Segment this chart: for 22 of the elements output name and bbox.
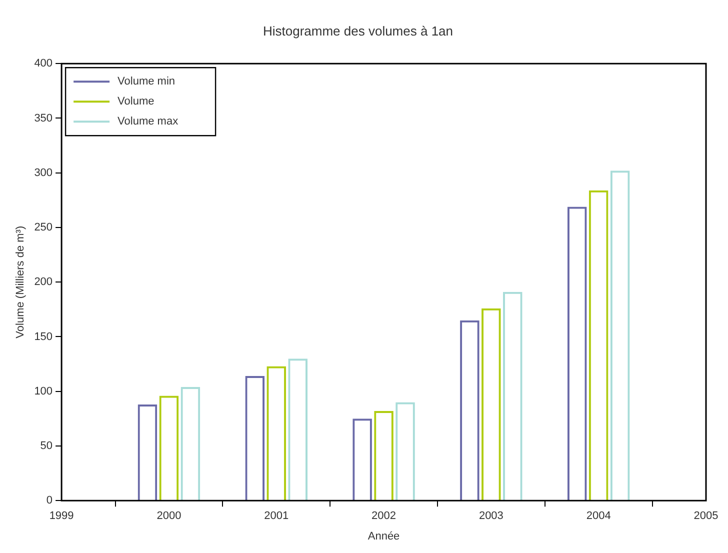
x-tick-label: 1999 [49, 510, 74, 522]
x-tick-label: 2001 [264, 510, 289, 522]
y-tick-label: 100 [34, 385, 53, 398]
y-tick-label: 400 [34, 58, 53, 70]
y-tick-label: 200 [34, 276, 53, 288]
y-tick-label: 150 [34, 330, 53, 343]
x-axis-title: Année [368, 530, 400, 542]
y-tick-label: 50 [40, 440, 53, 452]
y-tick-label: 350 [34, 112, 53, 124]
x-tick-label: 2005 [694, 510, 718, 522]
y-tick-label: 300 [34, 166, 53, 179]
y-tick-label: 250 [34, 222, 53, 234]
legend-label: Volume max [118, 116, 179, 128]
legend-label: Volume min [118, 76, 176, 88]
x-tick-label: 2003 [478, 510, 504, 522]
x-tick-label: 2002 [372, 510, 396, 522]
x-tick-label: 2000 [156, 510, 182, 522]
legend-label: Volume [118, 96, 154, 108]
x-tick-label: 2004 [586, 510, 611, 522]
chart-title: Histogramme des volumes à 1an [262, 23, 454, 38]
y-tick-label: 0 [46, 494, 53, 507]
y-axis-title: Volume (Milliers de m³) [14, 226, 27, 338]
